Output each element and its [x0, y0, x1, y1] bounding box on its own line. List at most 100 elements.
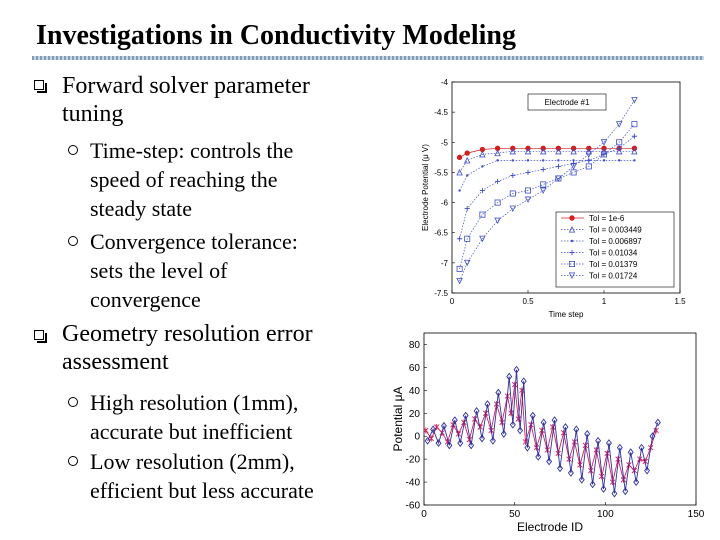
data-point	[633, 159, 636, 162]
data-point	[495, 178, 501, 185]
data-point	[570, 147, 577, 155]
data-point	[555, 163, 561, 169]
y-tick-label: -20	[406, 455, 421, 466]
data-point	[423, 427, 429, 434]
sub-bullet-line: Convergence tolerance:	[90, 229, 298, 254]
sub-bullet-line: sets the level of	[90, 258, 228, 283]
electrode-potential-chart: -4 -4.5 -5 -5.5 -6 -6.5 -7 -7.50 0.5 1 1.5 Time ste…	[421, 78, 686, 319]
data-point	[570, 163, 577, 170]
data-point	[550, 424, 556, 431]
data-point	[481, 165, 484, 168]
sub-bullet-convergence: Convergence tolerance: sets the level of…	[90, 227, 298, 314]
circle-bullet-icon	[68, 145, 78, 155]
bullet-line: assessment	[62, 349, 169, 375]
circle-bullet-icon	[68, 236, 78, 246]
data-point	[615, 147, 623, 155]
data-point	[644, 466, 651, 475]
sub-bullet-line: steady state	[90, 196, 193, 221]
data-point	[456, 154, 463, 161]
sub-bullet-line: speed of reaching the	[90, 167, 278, 192]
data-point	[572, 159, 575, 162]
data-point	[571, 160, 577, 166]
data-point	[466, 174, 469, 177]
x-tick-label: 100	[597, 509, 614, 520]
data-point	[600, 151, 607, 158]
data-point	[539, 187, 547, 195]
legend-marker	[568, 272, 576, 279]
annotation-label: Electrode #1	[545, 98, 590, 107]
sub-bullet-line: convergence	[90, 287, 201, 312]
x-tick-label: 0	[421, 509, 427, 520]
data-point	[517, 426, 524, 435]
legend-marker	[569, 215, 575, 221]
legend-marker	[568, 226, 576, 233]
sub-bullet-low-resolution: Low resolution (2mm), efficient but less…	[90, 447, 314, 505]
data-point	[494, 217, 501, 225]
circle-bullet-icon	[68, 397, 78, 407]
data-point	[551, 416, 558, 425]
sub-bullet-line: efficient but less accurate	[90, 478, 314, 503]
data-point	[627, 448, 634, 457]
data-point	[464, 206, 470, 212]
series-line	[459, 150, 635, 173]
data-point	[567, 468, 574, 477]
x-tick-label: 0	[450, 297, 455, 306]
data-point	[494, 199, 501, 206]
data-point	[529, 411, 536, 420]
data-point	[511, 381, 518, 388]
legend-marker	[569, 249, 575, 256]
data-point	[631, 97, 638, 104]
annotation-box	[527, 93, 607, 111]
data-point	[457, 236, 463, 242]
data-point	[605, 439, 612, 448]
data-point	[611, 489, 618, 498]
data-point	[595, 436, 602, 445]
x-tick-label: 0.5	[522, 297, 534, 306]
y-tick-label: -6.5	[434, 229, 448, 238]
series-line	[427, 369, 659, 494]
data-point	[496, 159, 499, 162]
data-point	[457, 439, 464, 448]
data-point	[424, 436, 431, 445]
y-tick-label: -60	[406, 501, 421, 512]
series-line	[459, 99, 635, 282]
data-point	[555, 147, 562, 155]
data-point	[520, 377, 527, 386]
data-point	[473, 407, 480, 415]
data-point	[479, 211, 486, 218]
data-point	[539, 147, 547, 155]
data-point	[615, 121, 623, 128]
y-tick-label: 20	[409, 409, 421, 420]
potential-by-electrode-chart: -60 -40 -20 0 20 40 60 80 0 50 100 150 Electrode ID P…	[391, 332, 705, 534]
data-point	[524, 443, 531, 452]
data-point	[557, 159, 560, 162]
data-point	[555, 175, 562, 182]
x-tick-label: 150	[688, 509, 705, 520]
y-axis-label: Electrode Potential (μ V)	[421, 144, 430, 231]
data-point	[446, 441, 453, 450]
data-point	[649, 432, 656, 441]
data-point	[451, 416, 458, 425]
legend-entry: Tol = 0.01034	[589, 249, 638, 258]
legend-entry: Tol = 0.006897	[589, 237, 642, 246]
y-tick-label: -40	[406, 478, 421, 489]
data-point	[616, 145, 622, 151]
sub-bullet-time-step: Time-step: controls the speed of reachin…	[90, 136, 293, 223]
bullet-line: tuning	[62, 101, 124, 127]
data-point	[489, 436, 496, 445]
title-divider	[32, 56, 704, 60]
data-point	[540, 166, 546, 173]
data-point	[456, 265, 463, 272]
x-axis-label: Time step	[549, 310, 584, 319]
y-tick-label: -4	[441, 78, 449, 87]
legend-entry: Tol = 0.01379	[589, 260, 638, 269]
data-point	[524, 147, 532, 155]
bullet-line: Forward solver parameter	[62, 73, 310, 99]
data-point	[458, 189, 461, 192]
sub-bullet-line: High resolution (1mm),	[90, 390, 299, 415]
data-point	[479, 187, 485, 194]
data-point	[602, 159, 606, 162]
data-point	[585, 147, 593, 155]
legend-marker	[570, 239, 574, 243]
data-point	[526, 159, 530, 162]
